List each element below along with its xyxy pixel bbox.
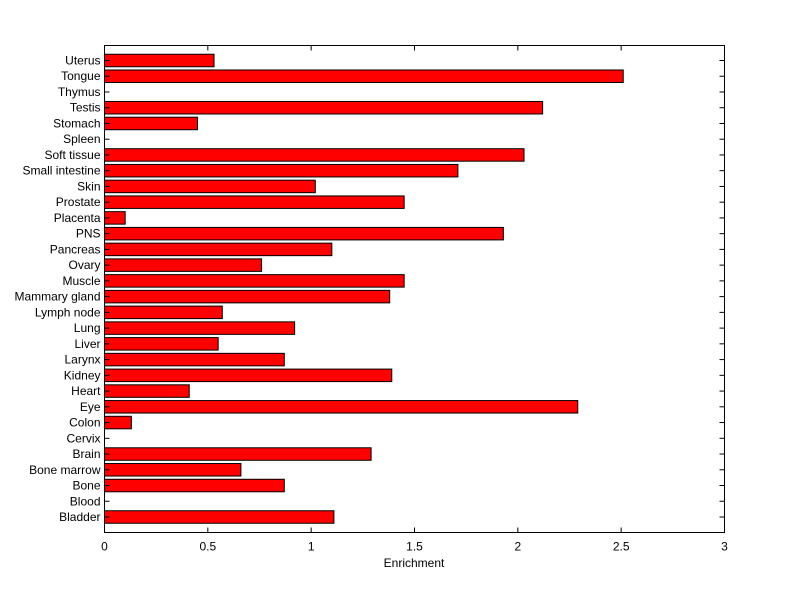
y-tick-label-heart: Heart — [71, 384, 101, 398]
y-tick-label-bladder: Bladder — [59, 510, 100, 524]
bar-lung — [104, 321, 296, 335]
bar-brain — [104, 447, 372, 461]
y-tick-label-ovary: Ovary — [68, 258, 100, 272]
bar-eye — [104, 400, 579, 414]
x-tick-label-0: 0 — [101, 540, 108, 554]
x-tick-label-3: 1.5 — [406, 540, 423, 554]
bar-pancreas — [104, 242, 333, 257]
y-tick-label-testis: Testis — [70, 101, 101, 115]
x-tick-label-6: 3 — [721, 540, 728, 554]
bar-kidney — [104, 368, 393, 383]
bar-soft-tissue — [104, 148, 525, 162]
bar-pns — [104, 226, 504, 241]
y-tick-label-lung: Lung — [74, 321, 101, 335]
bar-lymph-node — [104, 305, 223, 320]
x-tick-label-5: 2.5 — [613, 540, 630, 554]
bar-tongue — [104, 69, 624, 83]
x-tick-label-4: 2 — [514, 540, 521, 554]
bar-bladder — [104, 510, 335, 524]
bar-muscle — [104, 274, 405, 288]
bar-larynx — [104, 352, 285, 367]
y-tick-label-muscle: Muscle — [62, 274, 100, 288]
y-tick-label-skin: Skin — [77, 179, 100, 193]
bar-prostate — [104, 195, 405, 209]
y-tick-label-lymph-node: Lymph node — [35, 305, 101, 319]
bar-skin — [104, 179, 316, 194]
bar-bone-marrow — [104, 463, 242, 477]
ticks-layer — [104, 45, 725, 533]
bar-bone — [104, 478, 285, 493]
y-tick-label-prostate: Prostate — [56, 195, 101, 209]
y-tick-label-pns: PNS — [76, 227, 101, 241]
y-tick-label-stomach: Stomach — [53, 116, 100, 130]
y-tick-label-mammary-gland: Mammary gland — [14, 290, 100, 304]
y-tick-label-kidney: Kidney — [64, 368, 101, 382]
y-tick-label-spleen: Spleen — [63, 132, 100, 146]
y-tick-label-larynx: Larynx — [64, 353, 100, 367]
y-tick-label-liver: Liver — [74, 337, 100, 351]
bar-heart — [104, 384, 190, 398]
bar-uterus — [104, 53, 215, 68]
y-tick-label-eye: Eye — [80, 400, 101, 414]
y-tick-label-colon: Colon — [69, 416, 100, 430]
bar-testis — [104, 100, 544, 115]
y-tick-label-bone-marrow: Bone marrow — [29, 463, 101, 477]
bar-mammary-gland — [104, 289, 391, 304]
y-tick-label-soft-tissue: Soft tissue — [44, 148, 100, 162]
bar-ovary — [104, 258, 263, 272]
x-tick-label-1: 0.5 — [199, 540, 216, 554]
bar-liver — [104, 337, 219, 351]
y-tick-label-cervix: Cervix — [66, 431, 100, 445]
y-tick-label-thymus: Thymus — [58, 85, 101, 99]
y-tick-label-pancreas: Pancreas — [50, 242, 101, 256]
plot-area-frame — [104, 45, 725, 533]
x-axis-label: Enrichment — [384, 556, 445, 570]
y-tick-label-brain: Brain — [72, 447, 100, 461]
y-tick-label-bone: Bone — [72, 479, 100, 493]
y-tick-label-blood: Blood — [70, 494, 101, 508]
bar-stomach — [104, 116, 198, 131]
x-tick-label-2: 1 — [308, 540, 315, 554]
bar-small-intestine — [104, 163, 459, 178]
y-tick-label-tongue: Tongue — [61, 69, 101, 83]
y-tick-label-small-intestine: Small intestine — [22, 164, 100, 178]
y-tick-label-placenta: Placenta — [54, 211, 101, 225]
y-tick-label-uterus: Uterus — [65, 54, 100, 68]
